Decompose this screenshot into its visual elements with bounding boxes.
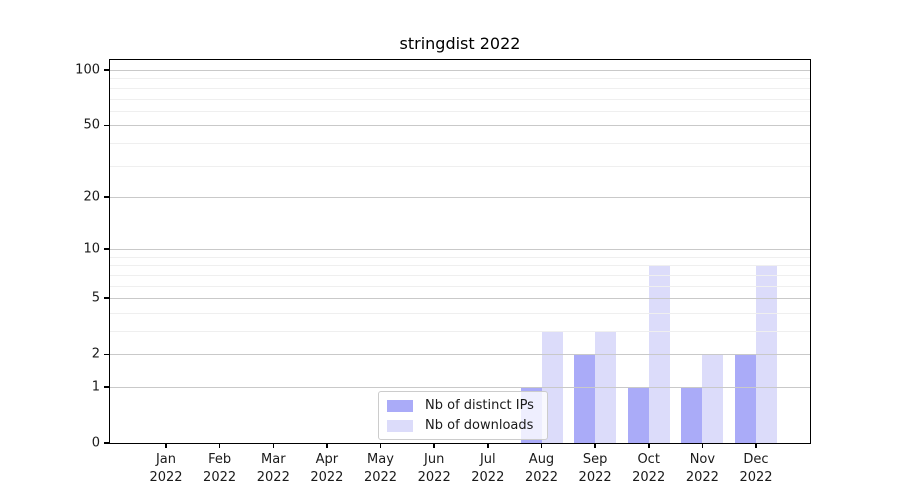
x-tick-label: Feb 2022 bbox=[203, 452, 237, 485]
legend-label-distinct-ips: Nb of distinct IPs bbox=[425, 398, 534, 413]
y-tick-label: 100 bbox=[75, 62, 100, 78]
x-tick-label: Aug 2022 bbox=[524, 452, 559, 485]
y-tick-label: 5 bbox=[91, 290, 100, 306]
x-tick-label: Mar 2022 bbox=[256, 452, 290, 485]
chart-title: stringdist 2022 bbox=[399, 34, 521, 53]
legend-item-distinct-ips: Nb of distinct IPs bbox=[387, 398, 539, 413]
x-tick-label: Jan 2022 bbox=[149, 452, 183, 485]
legend-label-downloads: Nb of downloads bbox=[425, 418, 534, 433]
y-tick-label: 2 bbox=[91, 346, 100, 362]
legend-item-downloads: Nb of downloads bbox=[387, 418, 539, 433]
y-tick-label: 20 bbox=[83, 189, 100, 205]
legend-swatch-downloads bbox=[387, 419, 413, 432]
x-tick-label: May 2022 bbox=[363, 452, 398, 485]
legend: Nb of distinct IPs Nb of downloads bbox=[378, 391, 548, 440]
x-tick-label: Sep 2022 bbox=[578, 452, 612, 485]
y-tick-label: 0 bbox=[91, 435, 100, 451]
x-tick-label: Apr 2022 bbox=[310, 452, 344, 485]
legend-swatch-distinct-ips bbox=[387, 399, 413, 412]
x-tick-label: Jun 2022 bbox=[417, 452, 451, 485]
x-tick-label: Nov 2022 bbox=[685, 452, 719, 485]
x-tick-label: Dec 2022 bbox=[739, 452, 773, 485]
y-tick-label: 1 bbox=[91, 379, 100, 395]
plot-area bbox=[109, 59, 811, 444]
x-tick-label: Jul 2022 bbox=[471, 452, 505, 485]
y-tick-label: 50 bbox=[83, 117, 100, 133]
x-tick-label: Oct 2022 bbox=[632, 452, 666, 485]
y-tick-label: 10 bbox=[83, 241, 100, 257]
